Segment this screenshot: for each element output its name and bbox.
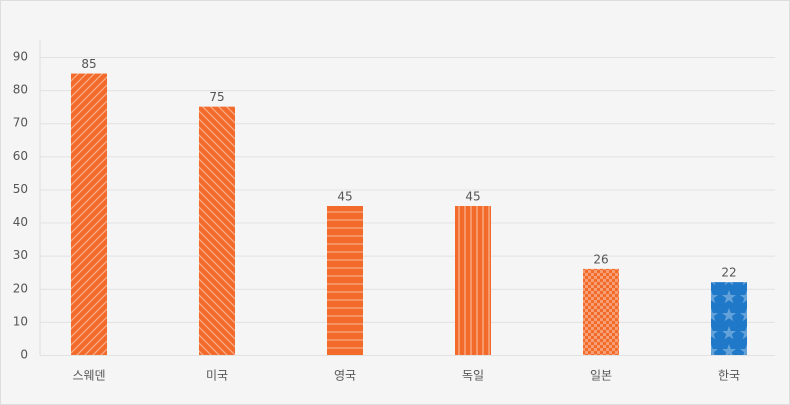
y-tick-label: 10 [13,314,28,328]
x-tick-label: 한국 [718,369,740,383]
x-tick-label: 영국 [334,369,356,383]
y-tick-label: 20 [13,281,28,295]
bar [711,282,747,355]
value-label: 45 [465,190,480,204]
x-tick-label: 일본 [590,369,612,383]
y-tick-label: 40 [13,215,28,229]
bar [199,106,235,356]
value-label: 22 [721,266,736,280]
x-tick-label: 스웨덴 [72,369,105,383]
y-tick-label: 90 [13,50,28,64]
y-tick-label: 50 [13,182,28,196]
bar [455,206,491,355]
x-tick-label: 미국 [206,369,228,383]
x-tick-label: 독일 [462,369,484,383]
y-tick-label: 30 [13,248,28,262]
bar [327,206,363,355]
y-tick-label: 80 [13,83,28,97]
bar [71,73,107,356]
y-tick-label: 0 [20,348,28,362]
value-label: 26 [593,252,608,266]
value-label: 75 [209,90,224,104]
y-tick-label: 60 [13,149,28,163]
y-tick-label: 70 [13,116,28,130]
value-label: 45 [337,190,352,204]
bar [583,268,619,355]
value-label: 85 [81,57,96,71]
